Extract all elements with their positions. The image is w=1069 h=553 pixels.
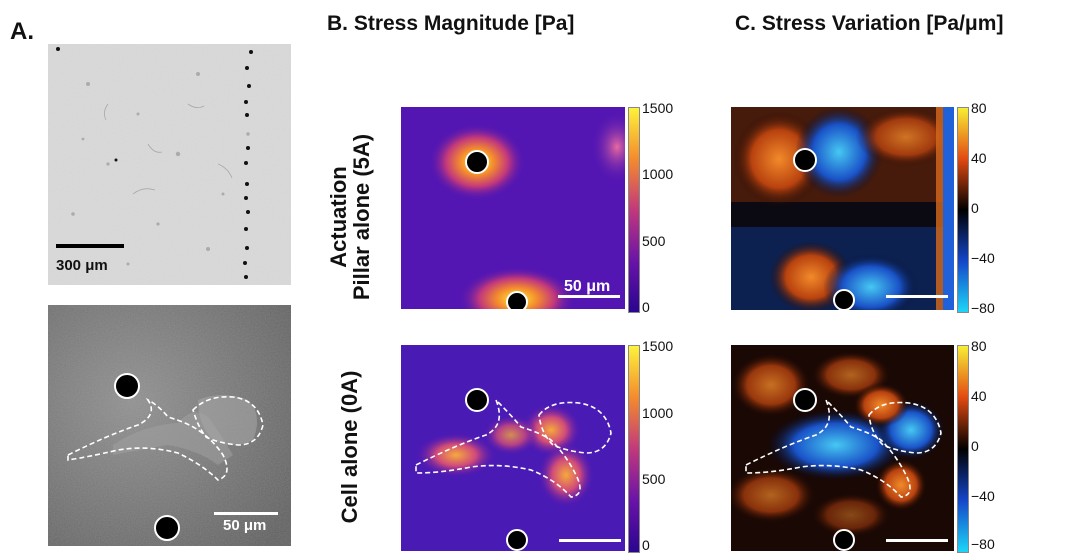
panel-c-title: C. Stress Variation [Pa/μm] [735,12,1004,35]
row-label-line: Pillar alone (5A) [349,133,375,301]
colorbar-tick: 500 [642,233,666,249]
colorbar-tick: −40 [971,250,995,266]
variation-colorbar [957,345,969,553]
colorbar-tick: −40 [971,488,995,504]
stress-magnitude-map-cell [401,345,625,551]
colorbar-tick: 1500 [642,338,674,354]
stress-magnitude-map-pillar [401,107,625,309]
colorbar-tick: 1000 [642,166,674,182]
colorbar-tick: 1000 [642,405,674,421]
row-label-actuation: Actuation Pillar alone (5A) [326,127,379,307]
colorbar-tick: 500 [642,471,666,487]
row-label-cell: Cell alone (0A) [337,370,362,524]
colorbar-tick: −80 [971,300,995,316]
colorbar-tick: 0 [971,200,979,216]
colorbar-tick: 1500 [642,100,674,116]
colorbar-tick: 40 [971,388,987,404]
panel-b-title: B. Stress Magnitude [Pa] [327,12,575,35]
colorbar-tick: 80 [971,338,987,354]
stress-variation-map-cell [731,345,954,551]
colorbar-tick: 80 [971,100,987,116]
panel-a-label: A. [10,18,34,45]
scale-bar-label: 50 μm [564,278,611,295]
variation-colorbar [957,107,969,313]
scale-bar-label: 50 μm [223,517,267,534]
colorbar-tick: 40 [971,150,987,166]
colorbar-tick: 0 [642,537,650,553]
magnitude-colorbar [628,107,640,313]
magnitude-colorbar [628,345,640,553]
brightfield-image [48,44,291,285]
row-label-line: Actuation [326,166,351,268]
stress-variation-map-pillar [731,107,954,310]
colorbar-tick: −80 [971,536,995,552]
colorbar-tick: 0 [971,438,979,454]
scale-bar-label: 300 μm [56,257,108,274]
colorbar-tick: 0 [642,299,650,315]
dic-cell-image [48,305,291,546]
